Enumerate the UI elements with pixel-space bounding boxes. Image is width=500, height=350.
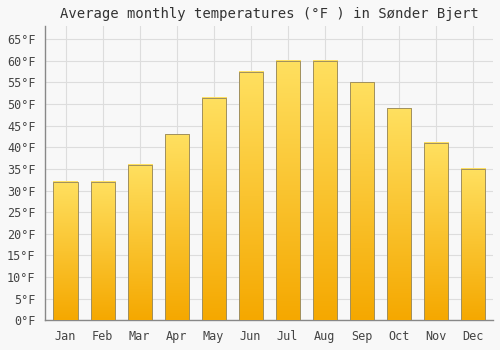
Bar (424, 143, 448, 320)
Bar (202, 98, 226, 320)
Bar (164, 134, 188, 320)
Bar (386, 108, 410, 320)
Bar (238, 72, 262, 320)
Bar (128, 164, 152, 320)
Bar (460, 169, 484, 320)
Bar (350, 83, 374, 320)
Title: Average monthly temperatures (°F ) in Sønder Bjert: Average monthly temperatures (°F ) in Sø… (60, 7, 478, 21)
Bar (312, 61, 336, 320)
Bar (276, 61, 299, 320)
Bar (90, 182, 114, 320)
Bar (54, 182, 78, 320)
